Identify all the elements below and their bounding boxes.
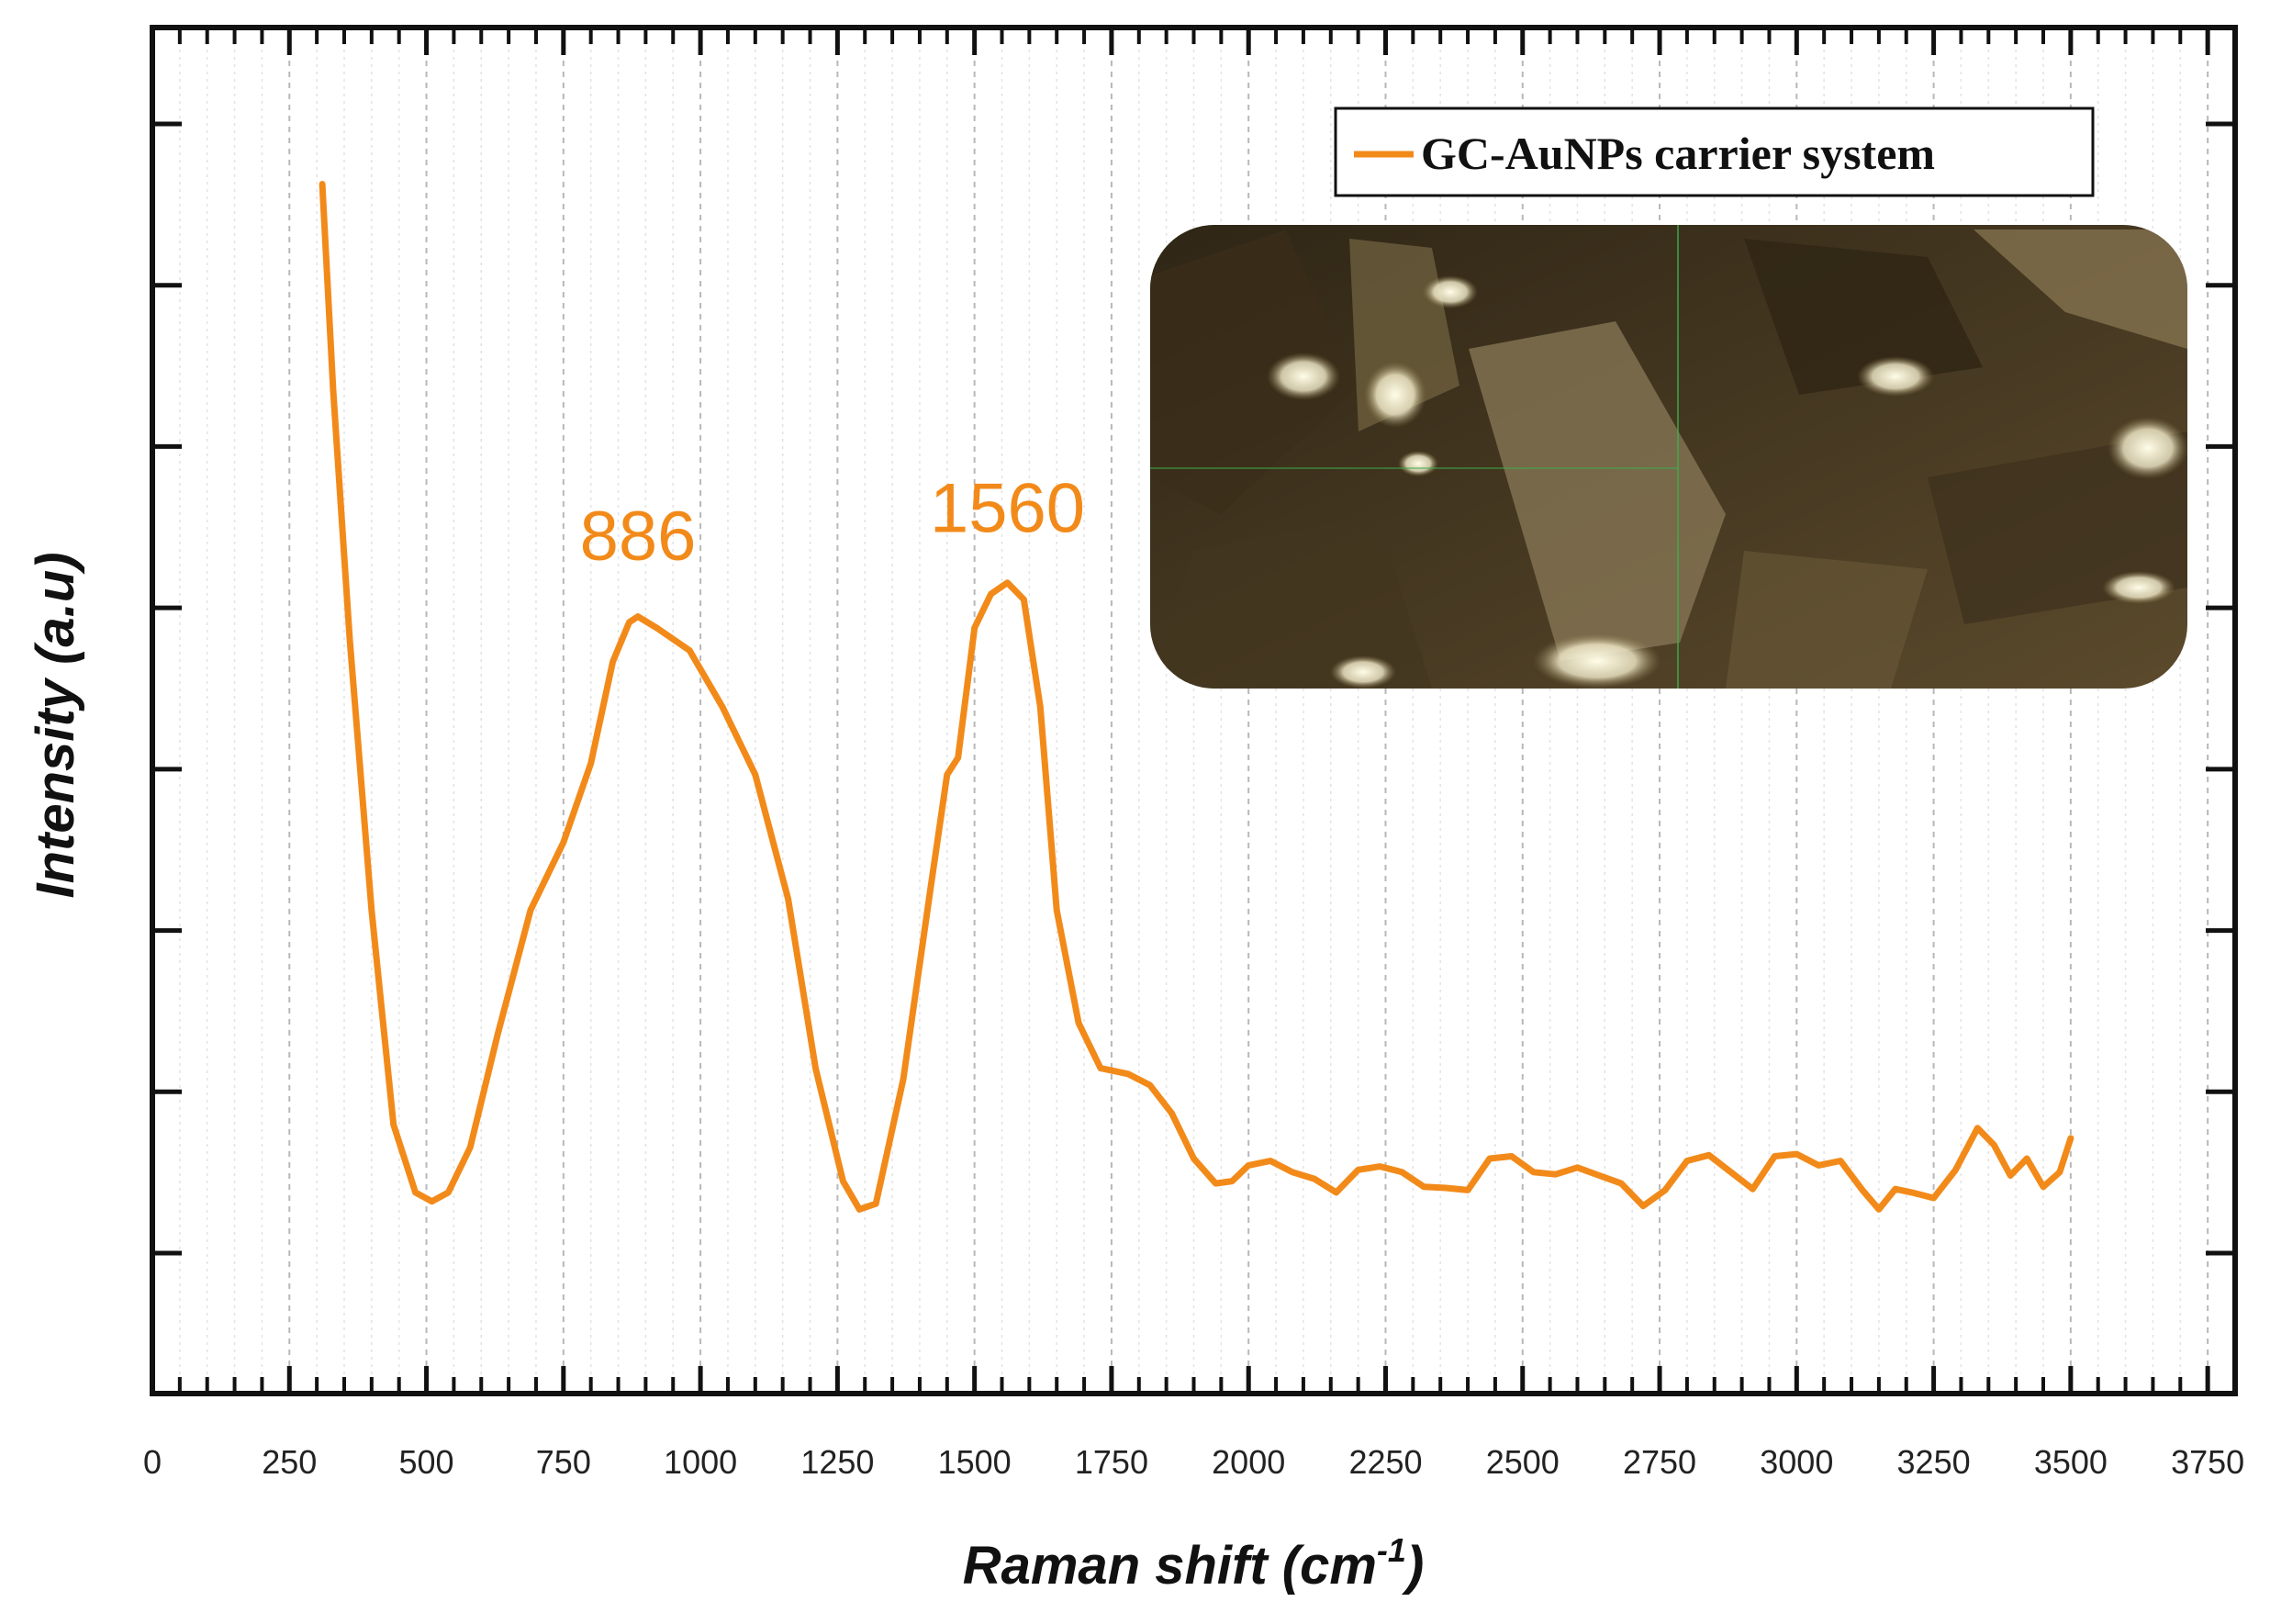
legend-label: GC-AuNPs carrier system [1421, 128, 1935, 179]
x-tick-label: 1000 [664, 1443, 737, 1481]
peak-label-1560: 1560 [930, 469, 1085, 547]
y-axis-title: Intensity (a.u) [26, 552, 85, 898]
x-tick-labels: 0 250 500 750 1000 1250 1500 1750 2000 2250 2500 27… [143, 1443, 2244, 1481]
micrograph-photo [1150, 225, 2187, 689]
x-tick-label: 2500 [1486, 1443, 1560, 1481]
x-tick-label: 1500 [938, 1443, 1012, 1481]
axis-ticks [150, 28, 2237, 1394]
x-tick-label: 1750 [1075, 1443, 1148, 1481]
x-tick-label: 3500 [2034, 1443, 2108, 1481]
x-tick-label: 500 [399, 1443, 454, 1481]
series-line-gc-aunps [319, 181, 2074, 1213]
x-tick-label: 750 [536, 1443, 591, 1481]
x-tick-label: 2000 [1212, 1443, 1285, 1481]
x-tick-label: 0 [143, 1443, 162, 1481]
peak-label-886: 886 [580, 498, 697, 576]
x-tick-label: 3250 [1897, 1443, 1971, 1481]
x-tick-label: 1250 [800, 1443, 874, 1481]
x-axis-title: Raman shift (cm-1) [963, 1531, 1425, 1596]
legend-box [1334, 106, 2095, 197]
x-tick-label: 2750 [1623, 1443, 1696, 1481]
x-tick-label: 3000 [1760, 1443, 1833, 1481]
legend: GC-AuNPs carrier system [1334, 106, 2095, 197]
x-tick-label: 250 [262, 1443, 317, 1481]
x-tick-label: 3750 [2171, 1443, 2244, 1481]
x-tick-label: 2250 [1348, 1443, 1422, 1481]
